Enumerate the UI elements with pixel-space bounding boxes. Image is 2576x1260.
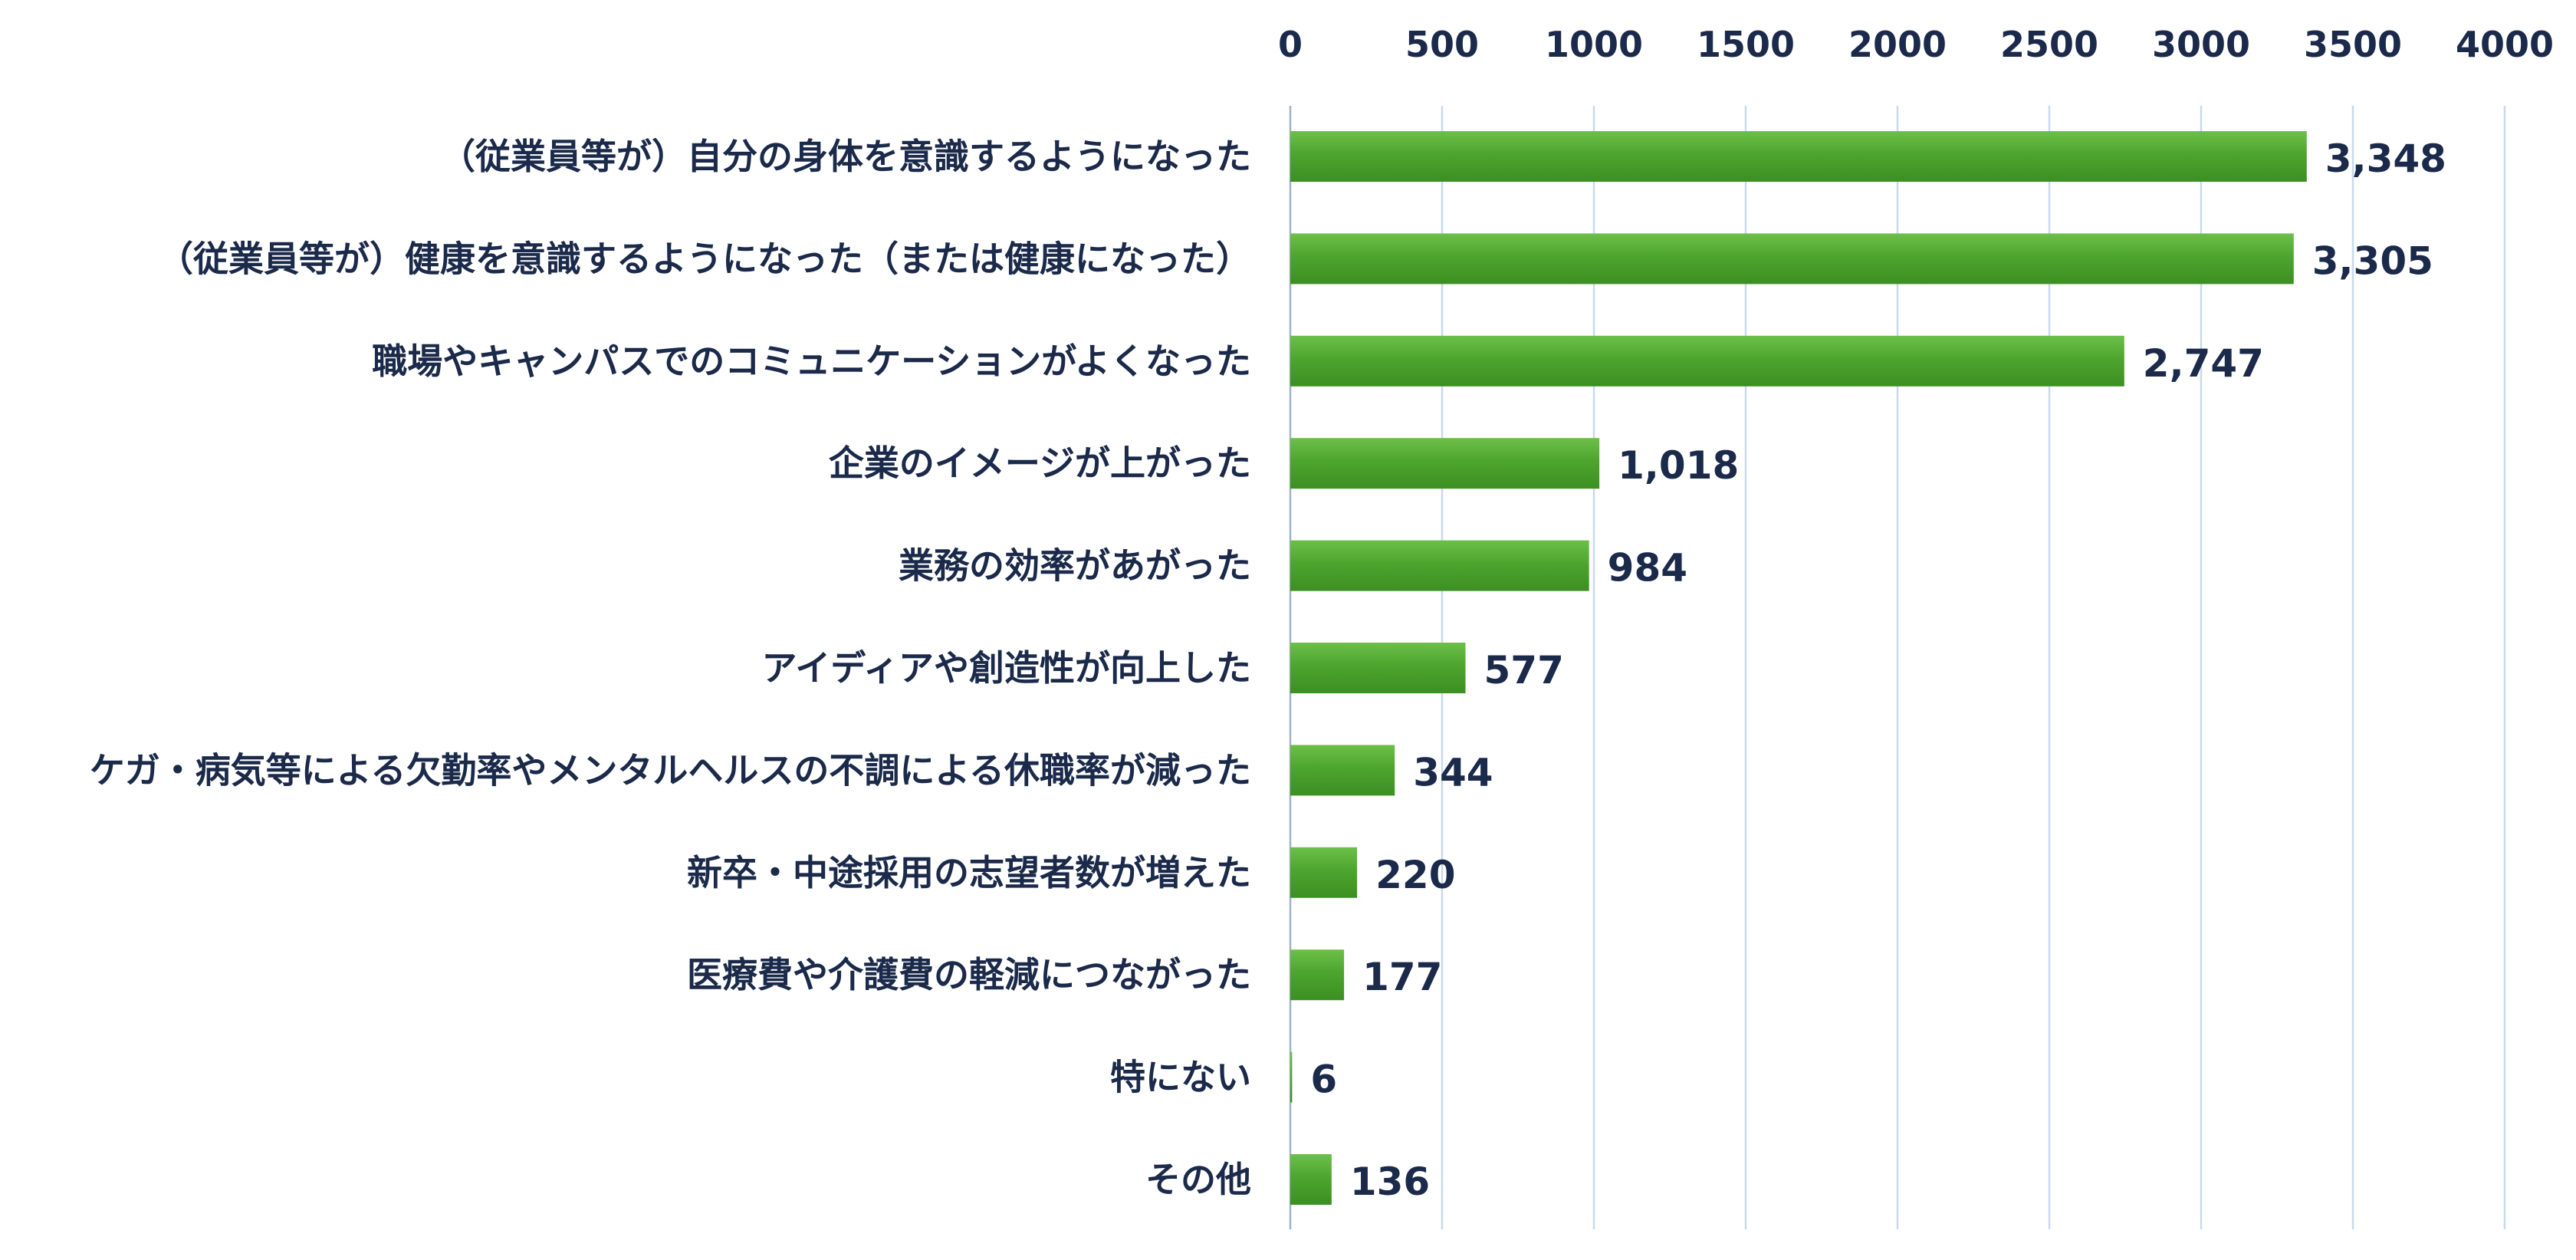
category-label: 職場やキャンパスでのコミュニケーションがよくなった: [372, 340, 1251, 382]
category-label: アイディアや創造性が向上した: [762, 647, 1251, 689]
data-label: 2,747: [2143, 341, 2264, 386]
category-label: その他: [1145, 1159, 1251, 1200]
bar: [1290, 847, 1358, 898]
data-label: 220: [1375, 853, 1455, 897]
category-label: 業務の効率があがった: [899, 545, 1251, 587]
data-label: 6: [1310, 1058, 1337, 1102]
bar: [1290, 131, 2307, 182]
category-labels: （従業員等が）自分の身体を意識するようになった （従業員等が）健康を意識するように…: [90, 136, 1251, 1200]
x-axis-ticks: 0 500 1000 1500 2000 2500 3000 3500 4000: [1278, 24, 2554, 65]
category-label: 企業のイメージが上がった: [829, 442, 1251, 484]
category-label: （従業員等が）自分の身体を意識するようになった: [440, 136, 1251, 177]
bars: [1290, 131, 2307, 1205]
x-tick-label: 1000: [1545, 24, 1643, 65]
category-label: 医療費や介護費の軽減につながった: [687, 954, 1251, 995]
x-tick-label: 0: [1278, 24, 1303, 65]
data-label: 177: [1362, 955, 1442, 999]
bar: [1290, 438, 1600, 489]
data-label: 344: [1413, 750, 1493, 794]
bar: [1290, 335, 2124, 387]
x-tick-label: 3500: [2304, 24, 2402, 65]
category-label: ケガ・病気等による欠勤率やメンタルヘルスの不調による休職率が減った: [90, 749, 1251, 791]
category-label: （従業員等が）健康を意識するようになった（または健康になった）: [158, 238, 1251, 279]
data-label: 3,305: [2312, 239, 2433, 283]
bar: [1290, 949, 1345, 1001]
bar: [1290, 540, 1589, 591]
bar: [1290, 643, 1466, 693]
data-label: 136: [1350, 1160, 1430, 1204]
x-tick-label: 2500: [2000, 24, 2098, 65]
data-label: 3,348: [2325, 137, 2446, 181]
data-label: 577: [1484, 648, 1563, 693]
bar: [1290, 1154, 1332, 1205]
bar: [1290, 1051, 1293, 1103]
x-tick-label: 2000: [1848, 24, 1947, 65]
category-label: 新卒・中途採用の志望者数が増えた: [687, 852, 1251, 893]
x-tick-label: 4000: [2456, 24, 2554, 65]
x-tick-label: 1500: [1697, 24, 1795, 65]
x-tick-label: 500: [1405, 24, 1479, 65]
bar: [1290, 745, 1395, 796]
data-labels: 3,348 3,305 2,747 1,018 984 577 344 220 177 6 136: [1310, 137, 2446, 1204]
data-label: 1,018: [1618, 443, 1739, 488]
x-tick-label: 3000: [2152, 24, 2250, 65]
category-label: 特にない: [1110, 1057, 1251, 1098]
gridlines: [1289, 106, 2506, 1229]
bar: [1290, 233, 2294, 285]
data-label: 984: [1608, 546, 1687, 591]
